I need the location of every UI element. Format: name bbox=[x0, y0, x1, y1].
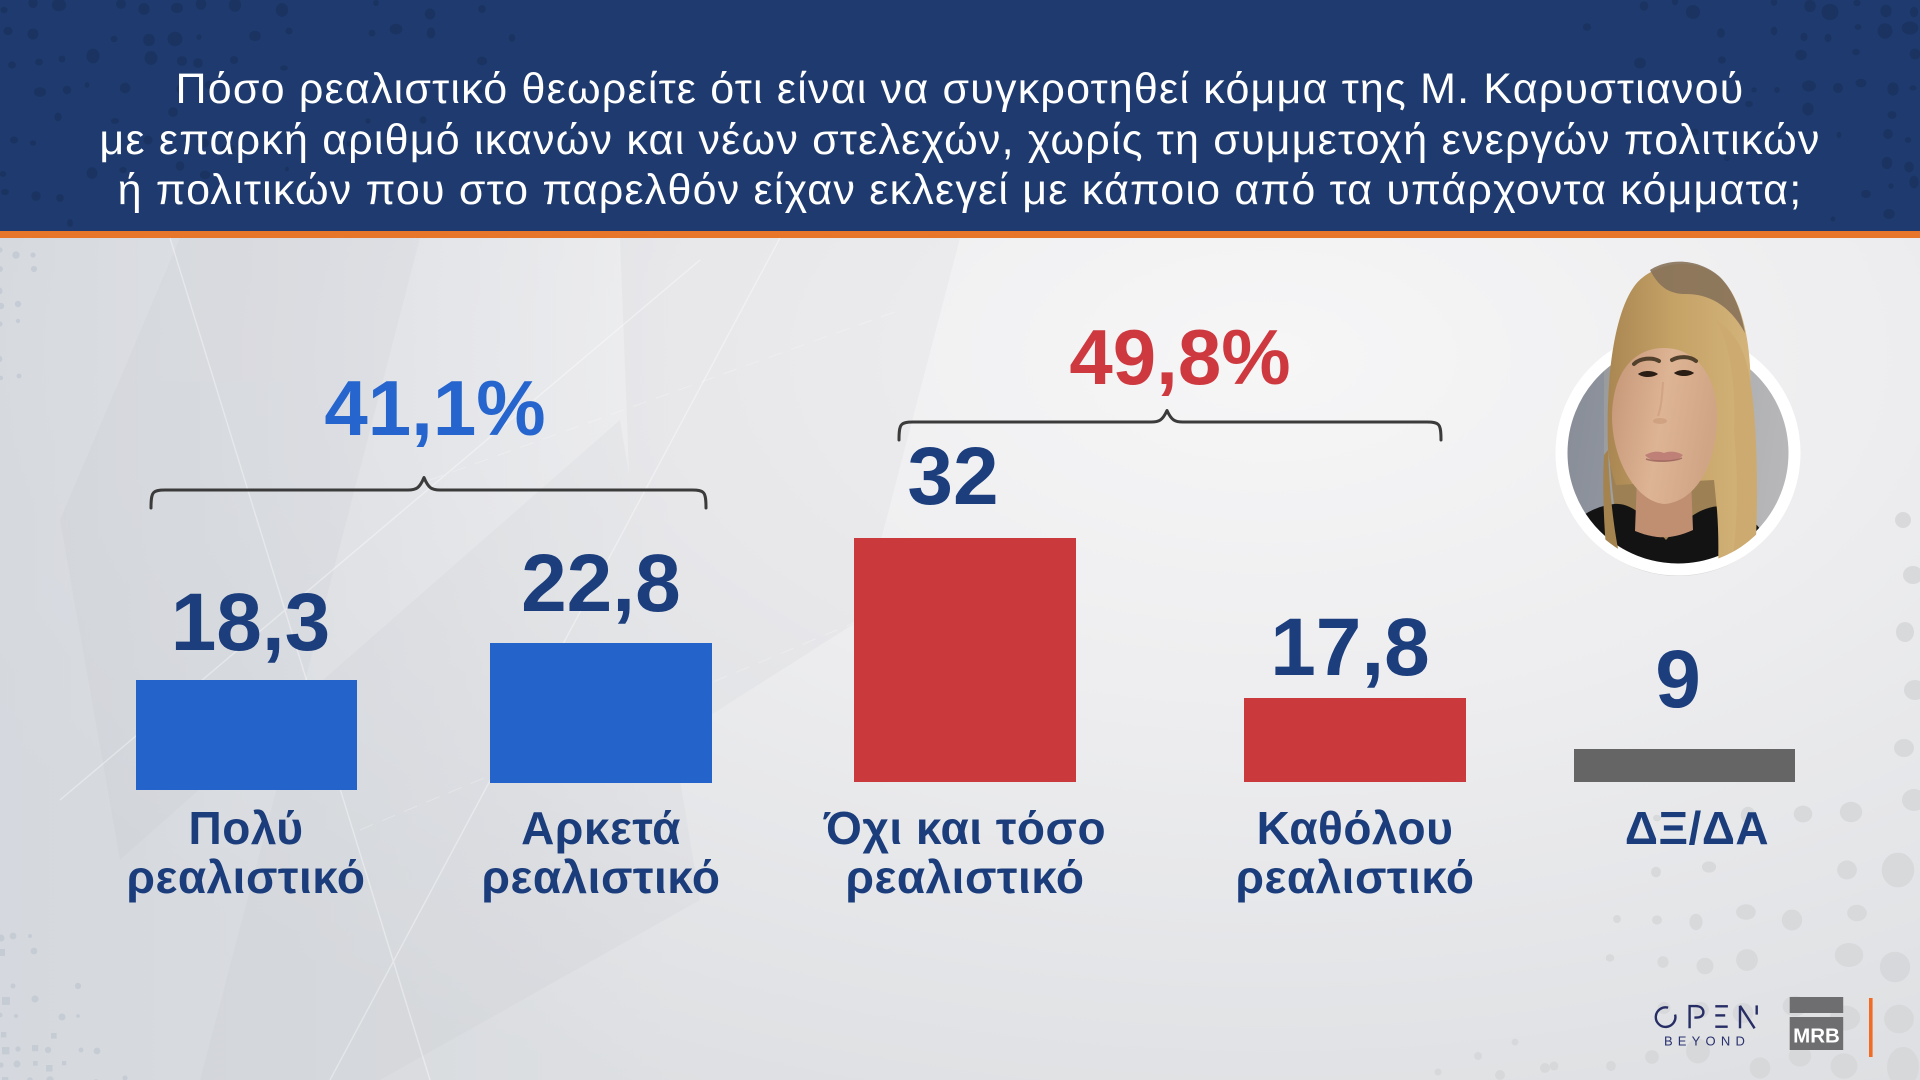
svg-text:MRB: MRB bbox=[1793, 1025, 1840, 1048]
svg-text:BEYOND: BEYOND bbox=[1664, 1034, 1750, 1049]
